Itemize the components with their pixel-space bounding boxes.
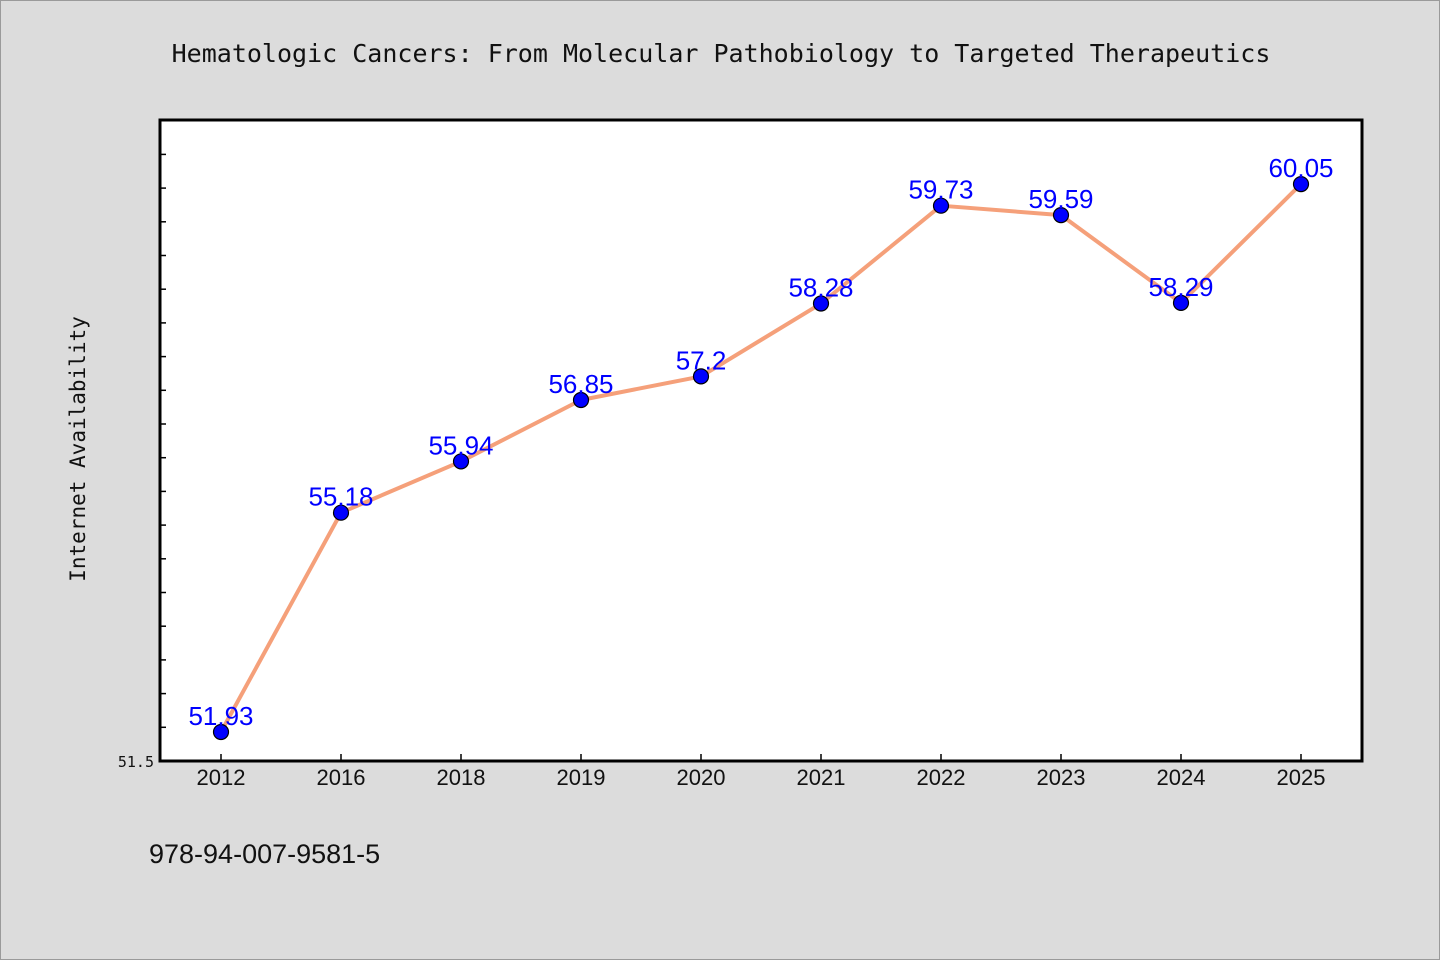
data-label: 51.93 [188, 701, 253, 731]
data-label: 58.28 [788, 273, 853, 303]
data-label: 55.18 [308, 482, 373, 512]
data-point [1172, 294, 1190, 311]
data-point [692, 368, 710, 385]
x-tick-label: 2019 [557, 765, 606, 790]
y-tick-label: 51.5 [118, 753, 154, 771]
series-line-group [219, 182, 1303, 734]
data-point [932, 197, 950, 214]
plot-area [160, 120, 1362, 761]
x-tick-label: 2012 [197, 765, 246, 790]
data-label: 55.94 [428, 430, 493, 460]
x-tick-label: 2025 [1277, 765, 1326, 790]
data-label: 56.85 [548, 369, 613, 399]
x-tick-label: 2022 [917, 765, 966, 790]
x-axis-ticks: 2012 2016 2018 2019 2020 2021 2022 2023 2024 2025 [197, 754, 1326, 790]
x-tick-label: 2020 [677, 765, 726, 790]
data-point [1292, 176, 1310, 193]
plot-frame [158, 118, 1364, 763]
x-tick-label: 2016 [317, 765, 366, 790]
chart-title: Hematologic Cancers: From Molecular Path… [172, 39, 1271, 68]
data-point [812, 295, 830, 312]
isbn-caption: 978-94-007-9581-5 [149, 839, 380, 869]
data-label: 59.59 [1028, 184, 1093, 214]
data-point [332, 504, 350, 521]
data-markers [212, 176, 1310, 741]
data-point [452, 453, 470, 470]
x-tick-label: 2018 [437, 765, 486, 790]
data-labels: 51.93 55.18 55.94 56.85 57.2 58.28 59.73 59.59 5… [188, 153, 1333, 731]
x-tick-label: 2024 [1157, 765, 1206, 790]
data-point [572, 391, 590, 409]
data-point [1052, 207, 1070, 224]
x-tick-label: 2021 [797, 765, 846, 790]
data-point [212, 723, 230, 741]
data-label: 57.2 [676, 345, 727, 375]
x-tick-label: 2023 [1037, 765, 1086, 790]
data-label: 60.05 [1268, 153, 1333, 183]
series-line [219, 182, 1303, 734]
data-label: 59.73 [908, 175, 973, 205]
data-label: 58.29 [1148, 272, 1213, 302]
y-axis-label: Internet Availability [66, 316, 90, 582]
